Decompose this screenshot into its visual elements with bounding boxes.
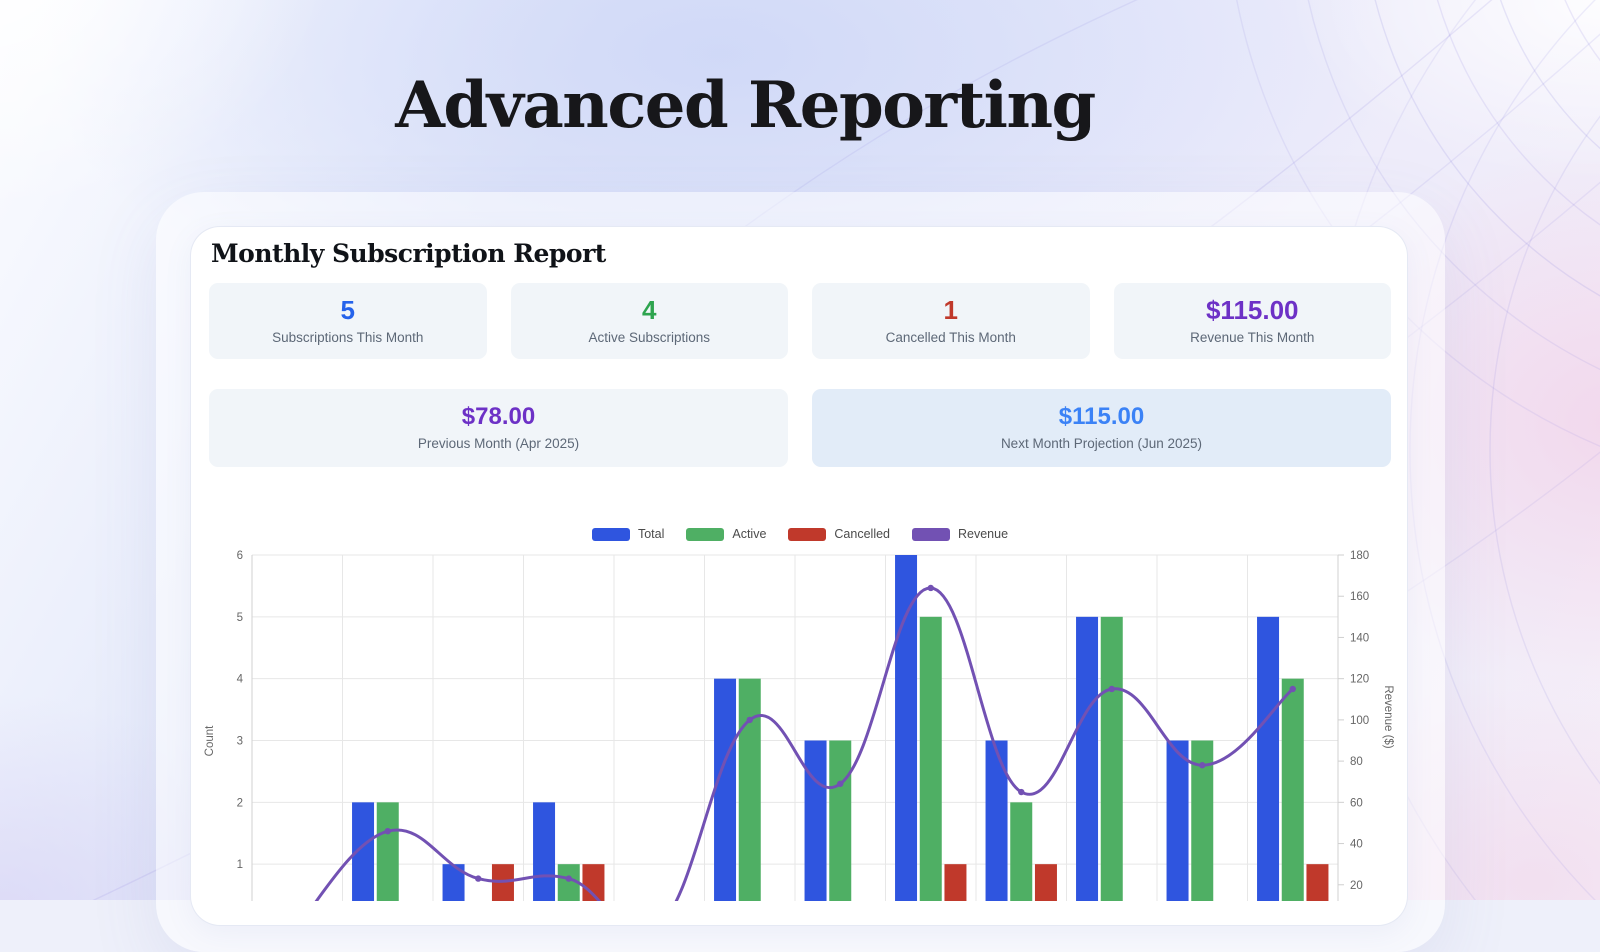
svg-text:100: 100 bbox=[1350, 715, 1369, 727]
summary-card-previous-month: $78.00 Previous Month (Apr 2025) bbox=[209, 389, 788, 467]
svg-text:3: 3 bbox=[237, 736, 243, 748]
stat-value: $78.00 bbox=[461, 403, 536, 430]
svg-text:1: 1 bbox=[237, 859, 243, 871]
stat-card-active: 4 Active Subscriptions bbox=[510, 283, 788, 359]
svg-text:180: 180 bbox=[1350, 550, 1369, 562]
svg-text:20: 20 bbox=[1350, 880, 1363, 892]
stat-value: $115.00 bbox=[1058, 403, 1145, 430]
page: { "page": { "title": "Advanced Reporting… bbox=[0, 0, 1600, 926]
stat-value: 5 bbox=[340, 295, 355, 325]
svg-text:4: 4 bbox=[237, 674, 244, 686]
report-title: Monthly Subscription Report bbox=[211, 239, 606, 268]
subscription-chart-canvas: 1 2 3 4 5 6 20 40 60 80 100 120 140 160 180 Count Revenu… bbox=[204, 550, 1394, 901]
stat-value: 4 bbox=[642, 295, 657, 325]
svg-text:140: 140 bbox=[1350, 632, 1369, 644]
stat-value: $115.00 bbox=[1205, 295, 1299, 325]
stats-row: 5 Subscriptions This Month 4 Active Subs… bbox=[209, 283, 1391, 359]
stat-value: 1 bbox=[943, 295, 958, 325]
legend-swatch-icon bbox=[912, 527, 950, 541]
legend-label: Revenue bbox=[958, 527, 1009, 541]
legend-label: Active bbox=[732, 527, 767, 541]
svg-text:40: 40 bbox=[1350, 839, 1363, 851]
svg-text:120: 120 bbox=[1350, 674, 1369, 686]
legend-item-active[interactable]: Active bbox=[686, 527, 766, 541]
legend-label: Total bbox=[637, 527, 665, 541]
legend-swatch-icon bbox=[788, 527, 827, 541]
svg-text:60: 60 bbox=[1350, 797, 1363, 809]
stat-label: Cancelled This Month bbox=[885, 330, 1016, 345]
subscription-chart: 1 2 3 4 5 6 20 40 60 80 100 120 140 160 180 Count Revenu… bbox=[191, 501, 1409, 901]
page-title: Advanced Reporting bbox=[395, 68, 1096, 143]
stat-card-subscriptions: 5 Subscriptions This Month bbox=[209, 283, 487, 359]
stat-card-cancelled: 1 Cancelled This Month bbox=[812, 283, 1090, 359]
legend-item-total[interactable]: Total bbox=[591, 527, 665, 541]
stat-card-revenue: $115.00 Revenue This Month bbox=[1113, 283, 1391, 359]
legend-label: Cancelled bbox=[834, 527, 890, 541]
svg-text:Revenue ($): Revenue ($) bbox=[1382, 685, 1394, 748]
chart-legend: Total Active Cancelled Revenue bbox=[191, 527, 1409, 541]
stat-label: Subscriptions This Month bbox=[272, 330, 424, 345]
legend-item-revenue[interactable]: Revenue bbox=[912, 527, 1008, 541]
svg-text:160: 160 bbox=[1350, 591, 1369, 603]
svg-text:Count: Count bbox=[204, 725, 216, 756]
svg-text:80: 80 bbox=[1350, 756, 1363, 768]
stat-label: Next Month Projection (Jun 2025) bbox=[1000, 436, 1203, 451]
svg-text:6: 6 bbox=[237, 550, 243, 562]
svg-text:2: 2 bbox=[237, 797, 243, 809]
summary-card-next-month-projection: $115.00 Next Month Projection (Jun 2025) bbox=[812, 389, 1391, 467]
stat-label: Previous Month (Apr 2025) bbox=[417, 436, 580, 451]
stat-label: Active Subscriptions bbox=[588, 330, 711, 345]
legend-swatch-icon bbox=[686, 527, 725, 541]
legend-item-cancelled[interactable]: Cancelled bbox=[788, 527, 890, 541]
monthly-report-card: Monthly Subscription Report 5 Subscripti… bbox=[190, 226, 1408, 926]
stat-label: Revenue This Month bbox=[1190, 330, 1315, 345]
summary-row: $78.00 Previous Month (Apr 2025) $115.00… bbox=[209, 389, 1391, 467]
legend-swatch-icon bbox=[591, 527, 630, 541]
svg-text:5: 5 bbox=[237, 612, 243, 624]
